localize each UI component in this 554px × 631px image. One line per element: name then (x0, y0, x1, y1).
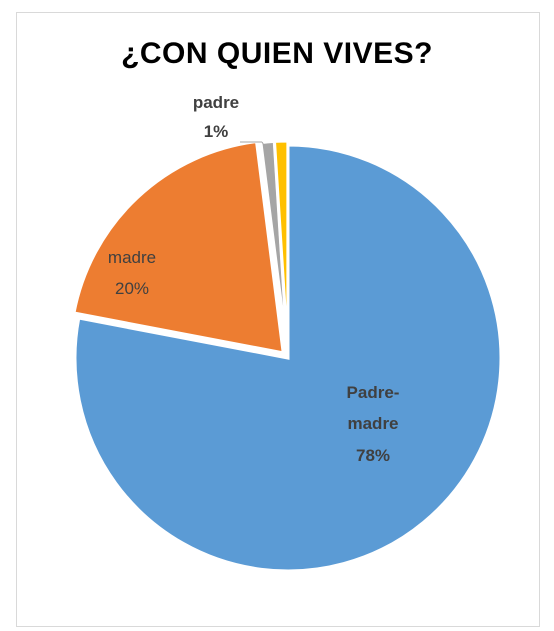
label-padre-madre-name-1: Padre- (347, 383, 400, 402)
pie-slice-padre-madre (73, 143, 503, 573)
pie-slice-madre (72, 139, 285, 355)
label-padre-madre-value: 78% (356, 446, 390, 465)
leader-line-padre-2 (261, 141, 269, 153)
pie-slice-other-3 (272, 139, 290, 355)
label-madre-name: madre (108, 248, 156, 267)
label-padre-madre-name-2: madre (347, 414, 398, 433)
label-padre-name: padre (193, 93, 239, 112)
label-padre-value: 1% (204, 122, 229, 141)
label-madre-value: 20% (115, 279, 149, 298)
chart-title: ¿CON QUIEN VIVES? (121, 37, 433, 70)
